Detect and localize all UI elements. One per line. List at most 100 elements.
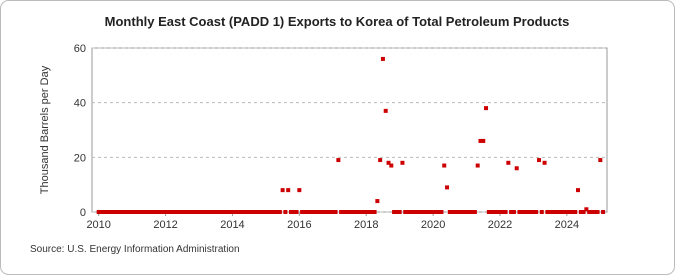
point [291, 210, 296, 214]
point [171, 210, 176, 214]
point [144, 210, 149, 214]
point [330, 210, 335, 214]
point [135, 210, 140, 214]
point [431, 210, 436, 214]
point [286, 188, 291, 193]
point [378, 158, 383, 163]
point [188, 210, 193, 214]
point [325, 210, 330, 214]
point [531, 210, 536, 214]
point [366, 210, 371, 214]
y-tick-label: 20 [74, 152, 86, 164]
point [127, 210, 132, 214]
point [525, 210, 530, 214]
point [439, 210, 444, 214]
point [205, 210, 210, 214]
point [447, 210, 452, 214]
point [408, 210, 413, 214]
point [589, 210, 594, 214]
point [244, 210, 249, 214]
point [283, 210, 288, 214]
point [545, 210, 550, 214]
point [523, 210, 528, 214]
point [445, 185, 450, 190]
point [601, 210, 606, 214]
point [556, 210, 561, 214]
point [587, 210, 592, 214]
point [497, 210, 502, 214]
point [263, 210, 268, 214]
point [319, 210, 324, 214]
point [314, 210, 319, 214]
point [96, 210, 101, 214]
x-tick-label: 2016 [287, 219, 311, 231]
point [202, 210, 207, 214]
x-tick-label: 2014 [220, 219, 244, 231]
x-tick-label: 2020 [421, 219, 445, 231]
point [576, 188, 581, 193]
point [149, 210, 154, 214]
point [163, 210, 168, 214]
point [219, 210, 224, 214]
point [520, 210, 525, 214]
point [353, 210, 358, 214]
point [169, 210, 174, 214]
point [422, 210, 427, 214]
point [417, 210, 422, 214]
point [406, 210, 411, 214]
point [578, 210, 583, 214]
point [213, 210, 218, 214]
point [333, 210, 338, 214]
point [336, 158, 341, 163]
point [403, 210, 408, 214]
point [322, 210, 327, 214]
point [138, 210, 143, 214]
point [581, 210, 586, 214]
point [316, 210, 321, 214]
point [277, 210, 282, 214]
point [433, 210, 438, 214]
point [146, 210, 151, 214]
point [539, 210, 544, 214]
point [458, 210, 463, 214]
point [394, 210, 399, 214]
point [233, 210, 238, 214]
point [227, 210, 232, 214]
point [559, 210, 564, 214]
point [425, 210, 430, 214]
point [503, 210, 508, 214]
point [461, 210, 466, 214]
point [592, 210, 597, 214]
point [419, 210, 424, 214]
point [562, 210, 567, 214]
point [489, 210, 494, 214]
point [241, 210, 246, 214]
point [180, 210, 185, 214]
point [183, 210, 188, 214]
point [392, 210, 397, 214]
x-tick-label: 2012 [153, 219, 177, 231]
x-tick-label: 2024 [555, 219, 579, 231]
point [113, 210, 118, 214]
y-tick-label: 40 [74, 98, 86, 110]
point [464, 210, 469, 214]
point [236, 210, 241, 214]
point [467, 210, 472, 214]
point [305, 210, 310, 214]
point [389, 163, 394, 168]
point [511, 210, 516, 214]
point [472, 210, 477, 214]
point [328, 210, 333, 214]
point [191, 210, 196, 214]
point [537, 158, 542, 163]
point [252, 210, 257, 214]
point [375, 199, 380, 204]
point [347, 210, 352, 214]
point [116, 210, 121, 214]
point [269, 210, 274, 214]
point [247, 210, 252, 214]
point [414, 210, 419, 214]
point [372, 210, 377, 214]
point [177, 210, 182, 214]
